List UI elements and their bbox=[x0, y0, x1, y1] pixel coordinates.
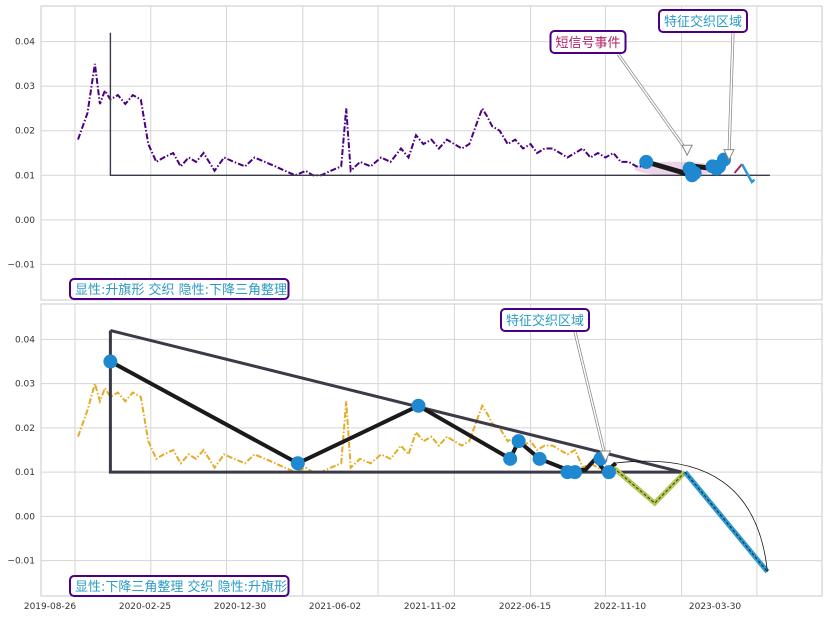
y-tick-label: −0.01 bbox=[7, 260, 35, 270]
annotation-box bbox=[500, 308, 590, 332]
x-tick-label: 2020-02-25 bbox=[119, 602, 171, 612]
annotation-arrowhead bbox=[723, 149, 735, 161]
x-tick-label: 2021-11-02 bbox=[404, 602, 456, 612]
x-tick-label: 2023-03-30 bbox=[689, 602, 742, 612]
pattern-point-marker bbox=[639, 154, 654, 169]
pattern-point-marker bbox=[532, 451, 547, 466]
pattern-point-marker bbox=[601, 465, 616, 480]
plot-area bbox=[40, 303, 823, 597]
y-tick-label: 0.01 bbox=[15, 171, 35, 181]
pattern-label-box bbox=[69, 278, 290, 300]
y-tick-label: 0.00 bbox=[15, 216, 35, 226]
pattern-point-marker bbox=[511, 434, 526, 449]
pattern-point-marker bbox=[411, 398, 426, 413]
bottom-panel: −0.01 0.00 0.01 0.02 0.03 0.04 特征交织区域显性:下降三角整理… bbox=[7, 303, 823, 612]
annotation-box bbox=[549, 30, 627, 54]
annotation-text: 特征交织区域 bbox=[664, 14, 742, 30]
price-series-line bbox=[77, 63, 644, 177]
x-tick-label: 2019-08-26 bbox=[24, 602, 77, 612]
pattern-point-marker bbox=[103, 354, 118, 369]
y-tick-label: 0.04 bbox=[15, 38, 35, 48]
annotation-text: 特征交织区域 bbox=[506, 313, 584, 329]
annotation-arrowhead bbox=[681, 144, 693, 157]
annotation-box bbox=[658, 9, 748, 33]
annotation-arrow-core bbox=[574, 331, 607, 458]
plot-area bbox=[40, 5, 823, 301]
price-series-line bbox=[77, 379, 614, 474]
pattern-point-marker bbox=[687, 166, 702, 181]
x-tick-label: 2021-06-02 bbox=[309, 602, 361, 612]
y-tick-label: 0.00 bbox=[15, 512, 35, 522]
y-tick-label: 0.02 bbox=[15, 424, 35, 434]
y-tick-label: 0.03 bbox=[15, 380, 35, 390]
x-tick-label: 2022-06-15 bbox=[499, 602, 551, 612]
annotation-text: 短信号事件 bbox=[555, 36, 620, 51]
pattern-label: 显性:升旗形 交织 隐性:下降三角整理 bbox=[75, 282, 287, 298]
annotation-arrowhead bbox=[599, 450, 612, 463]
annotation-arrow-core bbox=[617, 53, 688, 152]
y-tick-label: 0.03 bbox=[15, 82, 35, 92]
annotation-arrow-core bbox=[728, 32, 734, 156]
pattern-point-marker bbox=[567, 465, 582, 480]
triangle-outline bbox=[108, 329, 682, 474]
pattern-label-box bbox=[69, 575, 290, 597]
x-tick-label: 2022-11-10 bbox=[594, 602, 647, 612]
forecast-down-segment bbox=[740, 163, 756, 184]
y-tick-label: 0.01 bbox=[15, 468, 35, 478]
y-tick-label: −0.01 bbox=[7, 557, 35, 567]
top-panel: −0.01 0.00 0.01 0.02 0.03 0.04 短信号事件 特征交织区域显性:升… bbox=[7, 5, 823, 301]
forecast-up-segment bbox=[611, 465, 687, 507]
forecast-up-segment bbox=[733, 163, 743, 174]
forecast-arc bbox=[613, 460, 768, 572]
pattern-point-marker bbox=[503, 451, 518, 466]
x-tick-label: 2020-12-30 bbox=[214, 602, 267, 612]
triangle-outline bbox=[109, 32, 770, 177]
y-tick-label: 0.02 bbox=[15, 127, 35, 137]
y-tick-label: 0.04 bbox=[15, 335, 35, 345]
pattern-point-marker bbox=[290, 456, 305, 471]
forecast-down-dash bbox=[684, 471, 768, 573]
pattern-label: 显性:下降三角整理 交织 隐性:升旗形 bbox=[75, 579, 287, 595]
